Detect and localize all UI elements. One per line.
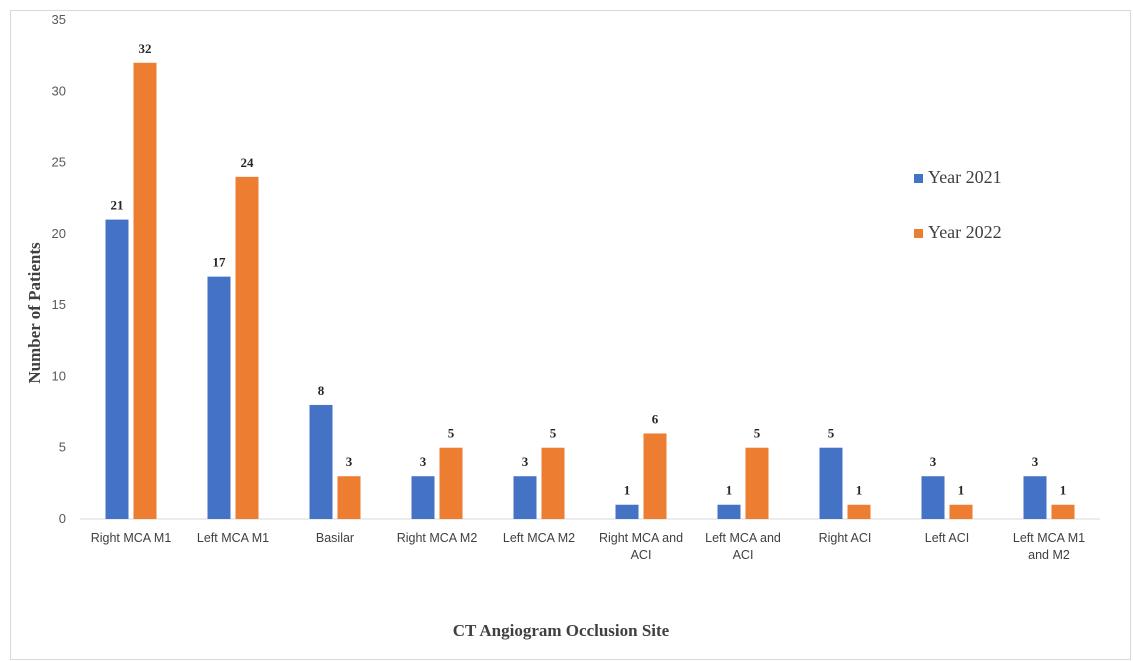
bar-year-2022	[337, 476, 361, 519]
data-label: 32	[139, 41, 152, 56]
category-label: ACI	[631, 548, 652, 562]
bar-year-2022	[949, 504, 973, 519]
data-label: 5	[828, 426, 835, 441]
data-label: 1	[726, 483, 733, 498]
bar-year-2022	[439, 447, 463, 519]
data-label: 5	[754, 426, 761, 441]
category-label: and M2	[1028, 548, 1070, 562]
legend-label: Year 2022	[928, 222, 1002, 242]
category-label: Left MCA M1	[197, 531, 269, 545]
bar-year-2022	[541, 447, 565, 519]
y-tick-label: 10	[52, 368, 66, 383]
category-label: Right ACI	[819, 531, 872, 545]
data-labels-group: 21 32 17 24 8 3 3 5 3 5 1 6 1 5 5 1 3 1 3 1	[111, 41, 1067, 498]
legend-swatch	[914, 174, 923, 183]
bar-year-2022	[235, 176, 259, 520]
data-label: 1	[1060, 483, 1067, 498]
bar-year-2021	[615, 504, 639, 519]
category-label: Basilar	[316, 531, 354, 545]
bar-year-2021	[207, 276, 231, 519]
data-label: 21	[111, 198, 124, 213]
bar-year-2021	[309, 404, 333, 519]
data-label: 1	[856, 483, 863, 498]
bar-year-2022	[133, 62, 157, 520]
bar-year-2021	[411, 476, 435, 519]
category-label: Left MCA and	[705, 531, 781, 545]
bars-group	[105, 62, 1075, 520]
bar-year-2022	[745, 447, 769, 519]
data-label: 5	[550, 426, 557, 441]
data-label: 3	[420, 454, 427, 469]
data-label: 24	[241, 155, 255, 170]
y-axis-title: Number of Patients	[25, 242, 44, 384]
data-label: 3	[346, 454, 353, 469]
category-label: Left MCA M2	[503, 531, 575, 545]
category-labels-group: Right MCA M1 Left MCA M1 Basilar Right MCA …	[91, 531, 1085, 562]
y-tick-label: 0	[59, 511, 66, 526]
category-label: Left ACI	[925, 531, 969, 545]
y-tick-label: 5	[59, 440, 66, 455]
category-label: ACI	[733, 548, 754, 562]
data-label: 6	[652, 411, 659, 426]
data-label: 5	[448, 426, 455, 441]
x-axis-title: CT Angiogram Occlusion Site	[453, 621, 670, 640]
y-tick-label: 15	[52, 297, 66, 312]
bar-year-2021	[819, 447, 843, 519]
data-label: 1	[958, 483, 965, 498]
y-axis-ticks: 0 5 10 15 20 25 30 35	[52, 12, 66, 526]
data-label: 3	[1032, 454, 1039, 469]
y-tick-label: 35	[52, 12, 66, 27]
y-tick-label: 20	[52, 226, 66, 241]
legend-swatch	[914, 229, 923, 238]
category-label: Left MCA M1	[1013, 531, 1085, 545]
data-label: 3	[930, 454, 937, 469]
bar-year-2022	[643, 433, 667, 519]
data-label: 1	[624, 483, 631, 498]
bar-year-2021	[1023, 476, 1047, 519]
category-label: Right MCA M2	[397, 531, 478, 545]
data-label: 3	[522, 454, 529, 469]
legend: Year 2021 Year 2022	[914, 167, 1002, 242]
data-label: 17	[213, 255, 227, 270]
y-tick-label: 30	[52, 83, 66, 98]
bar-year-2021	[513, 476, 537, 519]
category-label: Right MCA M1	[91, 531, 172, 545]
bar-year-2021	[921, 476, 945, 519]
bar-year-2022	[1051, 504, 1075, 519]
data-label: 8	[318, 383, 325, 398]
bar-year-2022	[847, 504, 871, 519]
y-tick-label: 25	[52, 155, 66, 170]
legend-label: Year 2021	[928, 167, 1002, 187]
bar-year-2021	[717, 504, 741, 519]
category-label: Right MCA and	[599, 531, 683, 545]
bar-year-2021	[105, 219, 129, 519]
chart-frame	[10, 10, 1131, 660]
